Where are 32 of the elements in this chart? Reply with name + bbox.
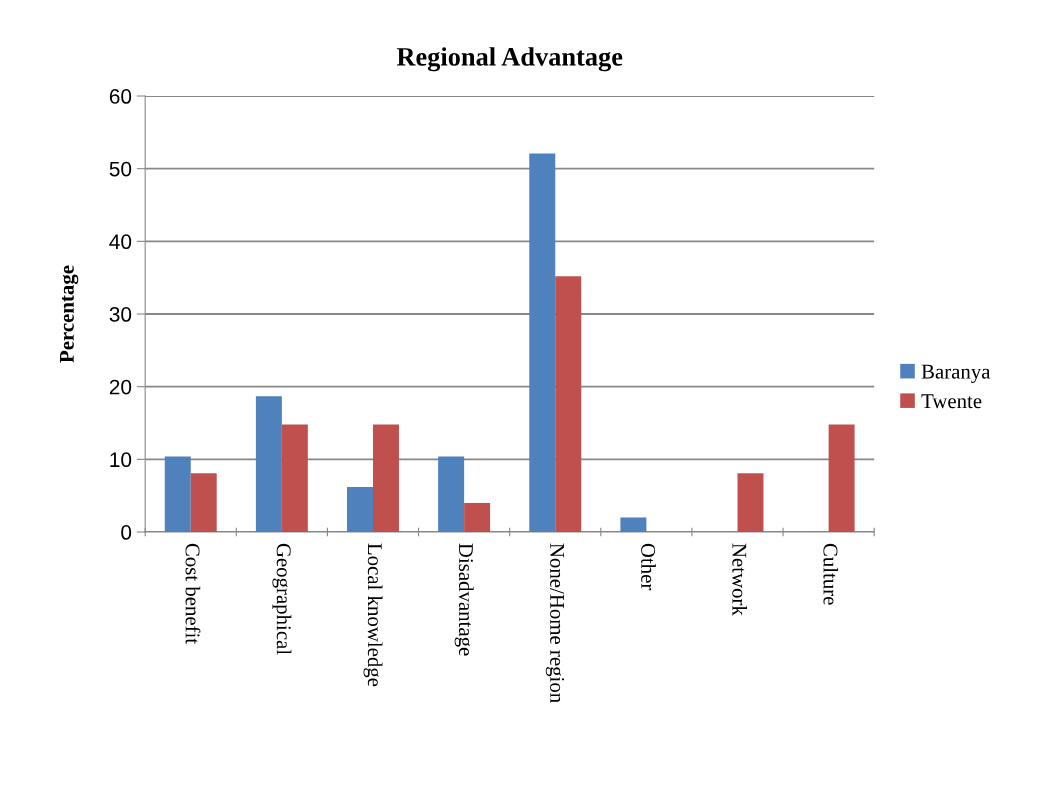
legend-label: Twente bbox=[921, 394, 982, 409]
bar bbox=[620, 517, 647, 533]
x-tick-label: Cost benefit bbox=[185, 543, 201, 645]
bar bbox=[555, 276, 582, 533]
bar bbox=[255, 396, 282, 533]
x-tick-label: Local knowledge bbox=[363, 543, 383, 687]
x-tick-label: Culture bbox=[823, 543, 839, 605]
y-tick-label: 30 bbox=[109, 307, 132, 322]
bar bbox=[828, 424, 855, 533]
legend-label: Baranya bbox=[921, 364, 991, 383]
bar bbox=[347, 486, 373, 533]
x-tick-label: Geographical bbox=[272, 543, 292, 655]
bar bbox=[737, 473, 764, 533]
x-tick-label: Other bbox=[641, 543, 656, 591]
y-tick-label: 20 bbox=[109, 379, 132, 395]
bar bbox=[464, 502, 491, 533]
bar bbox=[190, 473, 217, 533]
y-tick-label: 60 bbox=[109, 89, 132, 104]
chart-title: Regional Advantage bbox=[396, 47, 623, 72]
x-tick-label: None/Home region bbox=[545, 543, 565, 703]
y-axis-title: Percentage bbox=[60, 265, 79, 363]
y-tick-label: 0 bbox=[121, 525, 132, 540]
bar bbox=[281, 424, 308, 533]
y-tick-label: 10 bbox=[110, 452, 132, 468]
x-tick-label: Network bbox=[732, 543, 747, 616]
bar bbox=[164, 456, 191, 533]
bar bbox=[438, 456, 465, 533]
y-tick-label: 40 bbox=[109, 234, 132, 250]
x-tick-label: Disadvantage bbox=[454, 543, 474, 656]
y-tick-label: 50 bbox=[109, 161, 132, 177]
bar bbox=[373, 424, 399, 533]
bar bbox=[529, 153, 556, 533]
